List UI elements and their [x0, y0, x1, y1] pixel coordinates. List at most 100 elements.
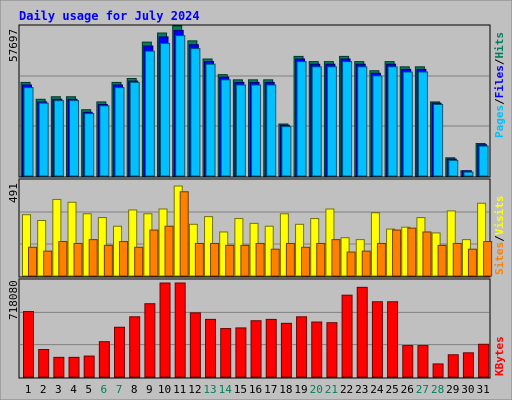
sites-bar-day-2 [43, 250, 53, 277]
kbytes-bar-day-12 [189, 312, 201, 378]
day-label-25: 25 [385, 383, 398, 396]
kbytes-bar-day-13 [205, 318, 217, 378]
day-label-28: 28 [431, 383, 444, 396]
pages-bar-day-4 [69, 100, 80, 177]
pages-bar-day-7 [114, 87, 125, 177]
pages-bar-day-5 [84, 113, 95, 177]
pages-bar-day-21 [326, 66, 337, 177]
legend-files: Files [493, 65, 506, 98]
day-label-13: 13 [203, 383, 216, 396]
top-panel-legend: Pages/Files/Hits [493, 32, 506, 138]
top-panel-bars [20, 25, 489, 177]
sites-bar-day-19 [301, 246, 311, 277]
legend-visits: Visits [493, 196, 506, 236]
day-label-5: 5 [85, 383, 92, 396]
legend-pages: Pages [493, 105, 506, 138]
day-label-10: 10 [158, 383, 171, 396]
day-label-31: 31 [476, 383, 489, 396]
kbytes-bar-day-16 [250, 320, 262, 378]
kbytes-bar-day-2 [38, 349, 50, 378]
sites-bar-day-18 [285, 242, 295, 277]
sites-bar-day-28 [437, 244, 447, 277]
day-label-7: 7 [116, 383, 123, 396]
kbytes-bar-day-5 [83, 355, 95, 378]
pages-bar-day-29 [448, 159, 459, 177]
sites-bar-day-22 [346, 251, 356, 277]
day-label-15: 15 [234, 383, 247, 396]
kbytes-bar-day-20 [311, 321, 323, 378]
sites-bar-day-9 [149, 229, 159, 277]
pages-bar-day-17 [266, 84, 277, 177]
day-label-1: 1 [25, 383, 32, 396]
kbytes-bar-day-26 [402, 345, 414, 378]
pages-bar-day-19 [296, 61, 307, 177]
pages-bar-day-10 [160, 42, 171, 177]
sites-bar-day-14 [225, 244, 235, 277]
bottom-panel: 718080 KBytes [7, 278, 506, 379]
sites-bar-day-5 [88, 239, 98, 277]
visits-bar-day-8 [128, 209, 138, 277]
legend-separator: / [493, 58, 506, 65]
sites-bar-day-29 [452, 242, 462, 277]
day-label-26: 26 [401, 383, 414, 396]
legend-hits: Hits [493, 32, 506, 59]
kbytes-bar-day-15 [235, 327, 247, 378]
middle-panel-legend: Sites/Visits [493, 196, 506, 276]
pages-bar-day-30 [463, 171, 474, 177]
visits-bar-day-31 [477, 202, 487, 277]
kbytes-bar-day-17 [265, 318, 277, 378]
kbytes-bar-day-4 [68, 356, 80, 378]
pages-bar-day-31 [478, 145, 489, 177]
top-panel: 57697 Pages/Files/Hits [7, 24, 506, 178]
sites-bar-day-12 [194, 242, 204, 277]
kbytes-bar-day-14 [220, 328, 232, 378]
kbytes-bar-day-22 [341, 294, 353, 378]
sites-bar-day-13 [210, 242, 220, 277]
sites-bar-day-4 [73, 242, 83, 277]
kbytes-bar-day-3 [53, 356, 65, 378]
kbytes-bar-day-25 [387, 301, 399, 378]
pages-bar-day-27 [417, 71, 428, 177]
day-label-4: 4 [70, 383, 77, 396]
day-label-2: 2 [40, 383, 47, 396]
day-label-30: 30 [461, 383, 474, 396]
middle-panel: 491 Sites/Visits [7, 178, 506, 278]
pages-bar-day-16 [251, 84, 262, 177]
day-label-12: 12 [188, 383, 201, 396]
sites-bar-day-8 [134, 246, 144, 277]
kbytes-bar-day-23 [356, 286, 368, 378]
pages-bar-day-14 [220, 79, 231, 177]
kbytes-bar-day-27 [417, 345, 429, 378]
kbytes-bar-day-29 [447, 354, 459, 378]
middle-panel-max-label: 491 [7, 183, 20, 203]
pages-bar-day-18 [281, 126, 292, 177]
sites-bar-day-27 [422, 231, 432, 277]
visits-bar-day-4 [67, 201, 77, 277]
sites-bar-day-11 [179, 191, 189, 277]
pages-bar-day-2 [38, 102, 49, 177]
sites-bar-day-30 [467, 248, 477, 277]
day-label-20: 20 [310, 383, 323, 396]
pages-bar-day-25 [387, 66, 398, 177]
legend-sites: Sites [493, 242, 506, 275]
pages-bar-day-9 [144, 50, 155, 177]
pages-bar-day-8 [129, 81, 140, 177]
pages-bar-day-23 [357, 66, 368, 177]
kbytes-bar-day-8 [129, 316, 141, 378]
sites-bar-day-7 [119, 241, 129, 277]
visits-bar-day-3 [52, 198, 62, 277]
sites-bar-day-10 [164, 225, 174, 277]
kbytes-bar-day-28 [432, 363, 444, 378]
kbytes-bar-day-1 [23, 311, 34, 378]
pages-bar-day-24 [372, 75, 383, 177]
kbytes-bar-day-6 [98, 341, 110, 378]
visits-bar-day-2 [37, 219, 47, 277]
day-label-9: 9 [146, 383, 153, 396]
kbytes-bar-day-21 [326, 322, 338, 378]
day-label-16: 16 [249, 383, 262, 396]
day-label-27: 27 [416, 383, 429, 396]
kbytes-bar-day-9 [144, 303, 156, 378]
day-label-21: 21 [325, 383, 338, 396]
pages-bar-day-22 [342, 61, 353, 177]
